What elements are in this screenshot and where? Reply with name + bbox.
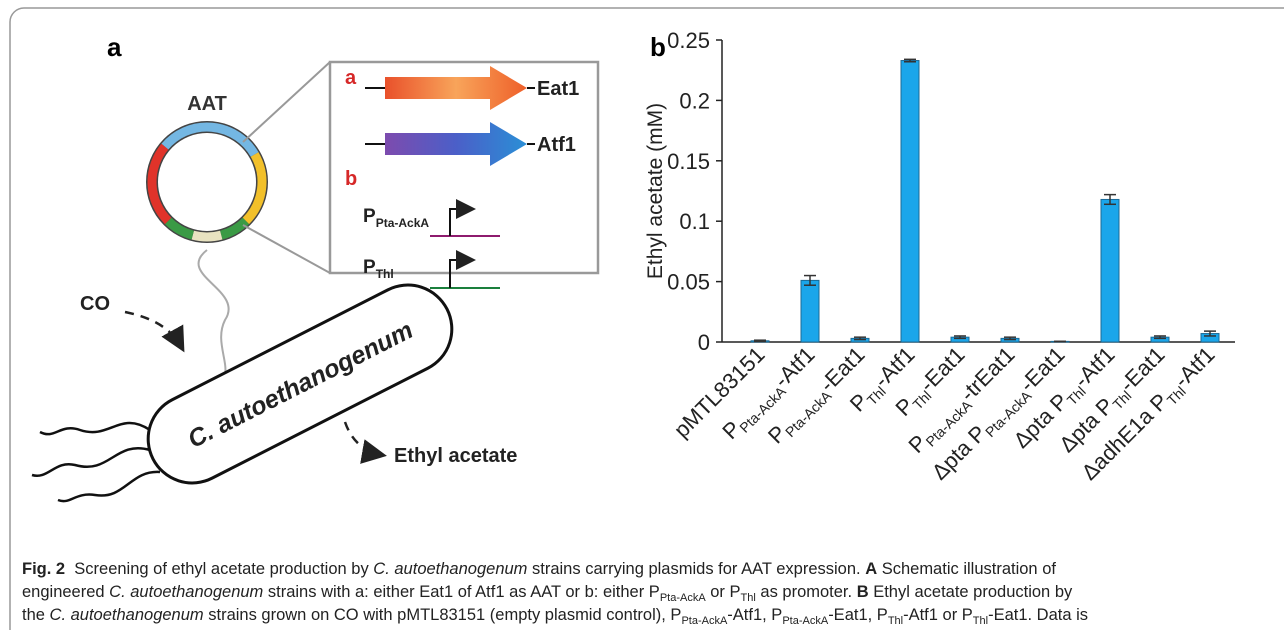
error-bar (904, 58, 916, 63)
frame (9, 7, 1284, 630)
ring-segment (242, 152, 267, 225)
gene-label: Eat1 (537, 78, 579, 100)
panel-label: b (650, 32, 666, 62)
flow-arrow (343, 421, 387, 464)
promoter-sub: Pta-AckA (376, 216, 430, 230)
ring-segment (191, 230, 223, 242)
promoter-arrow (449, 250, 476, 288)
option-label: b (345, 168, 357, 190)
caption-run: strains grown on CO with pMTL83151 (empt… (204, 606, 682, 624)
x-tick-label-part: -Eat1 (1015, 342, 1070, 397)
x-tick-label-part: Pta-AckA (736, 383, 789, 436)
gene-arrow (385, 66, 527, 110)
caption-run: as promoter. (756, 583, 857, 601)
x-tick-label-part: -Eat1 (815, 342, 870, 397)
error-bar (854, 336, 866, 341)
ring-segment (147, 143, 172, 225)
caption-run: Ethyl acetate production by (869, 583, 1073, 601)
caption-run: C. autoethanogenum (109, 583, 263, 601)
caption-run: -Atf1 or P (903, 606, 973, 624)
bar-chart: 00.050.10.150.20.25pMTL83151PPta-AckA-At… (667, 28, 1235, 485)
caption-run: Thl (741, 592, 756, 604)
y-tick-label: 0.25 (667, 28, 710, 53)
promoter-sub: Thl (376, 267, 394, 281)
flow-arrow (124, 310, 185, 353)
promoter-label: PThl (363, 257, 394, 281)
caption-run: engineered (22, 583, 109, 601)
plasmid (146, 121, 268, 243)
caption-run: -Eat1, P (828, 606, 888, 624)
error-bar (1104, 193, 1116, 206)
promoter-arrow (449, 199, 476, 236)
caption-run: C. autoethanogenum (373, 560, 527, 578)
flagellum (39, 421, 151, 436)
caption-run: Pta-AckA (681, 615, 728, 627)
promoter-name: P (363, 257, 376, 278)
error-bar (804, 274, 816, 286)
panel-label: a (107, 32, 122, 62)
option-label: a (345, 67, 357, 89)
cell-body (146, 283, 454, 485)
plasmid-label: AAT (187, 93, 227, 115)
substrate-label: CO (80, 293, 110, 315)
caption-run: B (857, 583, 869, 601)
caption-run: strains with a: either Eat1 of Atf1 as A… (263, 583, 660, 601)
y-tick-label: 0.2 (679, 88, 710, 113)
x-tick-label-part: Pta-AckA (782, 387, 835, 440)
caption-run: Thl (973, 615, 988, 627)
caption-run: Fig. 2 (22, 560, 65, 578)
caption-line: engineered C. autoethanogenum strains wi… (22, 583, 1073, 604)
promoter-name: P (363, 206, 376, 227)
y-tick-label: 0.15 (667, 149, 710, 174)
plasmid-link (197, 249, 230, 376)
y-tick-label: 0 (698, 330, 710, 355)
gene-arrow (385, 122, 527, 166)
cell: C. autoethanogenum (146, 283, 454, 485)
x-tick-label-part: -Eat1 (1115, 342, 1170, 397)
promoter-label: PPta-AckA (363, 206, 429, 230)
y-axis-title: Ethyl acetate (mM) (644, 103, 667, 279)
caption-run: Schematic illustration of (877, 560, 1056, 578)
bar (900, 60, 920, 343)
caption-run: C. autoethanogenum (50, 606, 204, 624)
bar (800, 279, 820, 343)
gene-label: Atf1 (537, 134, 576, 156)
caption-run: A (865, 560, 877, 578)
caption-run: -Eat1. Data is (988, 606, 1088, 624)
y-tick-label: 0.1 (679, 209, 710, 234)
zoom-line (242, 61, 331, 143)
error-bar (954, 335, 966, 340)
error-bar (754, 339, 766, 343)
x-tick-label-part: -trEat1 (955, 342, 1019, 406)
caption-line: Fig. 2 Screening of ethyl acetate produc… (22, 560, 1056, 578)
caption-run: strains carrying plasmids for AAT expres… (527, 560, 865, 578)
x-tick-label: PThl-Atf1 (845, 342, 922, 419)
zoom-line (242, 224, 331, 274)
flagellum (31, 447, 151, 478)
error-bar (1204, 330, 1216, 337)
error-bar (1154, 335, 1166, 340)
caption-run: the (22, 606, 50, 624)
caption-run: Thl (888, 615, 903, 627)
ring-segment (164, 217, 195, 240)
caption-run: Pta-AckA (660, 592, 707, 604)
bar (1100, 198, 1120, 343)
ring-segment (161, 122, 259, 157)
flagellum (57, 470, 161, 503)
error-bar (1004, 336, 1016, 341)
caption-run: Screening of ethyl acetate production by (65, 560, 373, 578)
caption-run: Pta-AckA (782, 615, 829, 627)
caption-line: the C. autoethanogenum strains grown on … (22, 606, 1088, 627)
ring-segment (219, 217, 250, 240)
y-tick-label: 0.05 (667, 270, 710, 295)
caption-run: or P (706, 583, 741, 601)
product-label: Ethyl acetate (394, 445, 517, 467)
caption-run: -Atf1, P (727, 606, 782, 624)
caption: Fig. 2 Screening of ethyl acetate produc… (22, 560, 1088, 630)
